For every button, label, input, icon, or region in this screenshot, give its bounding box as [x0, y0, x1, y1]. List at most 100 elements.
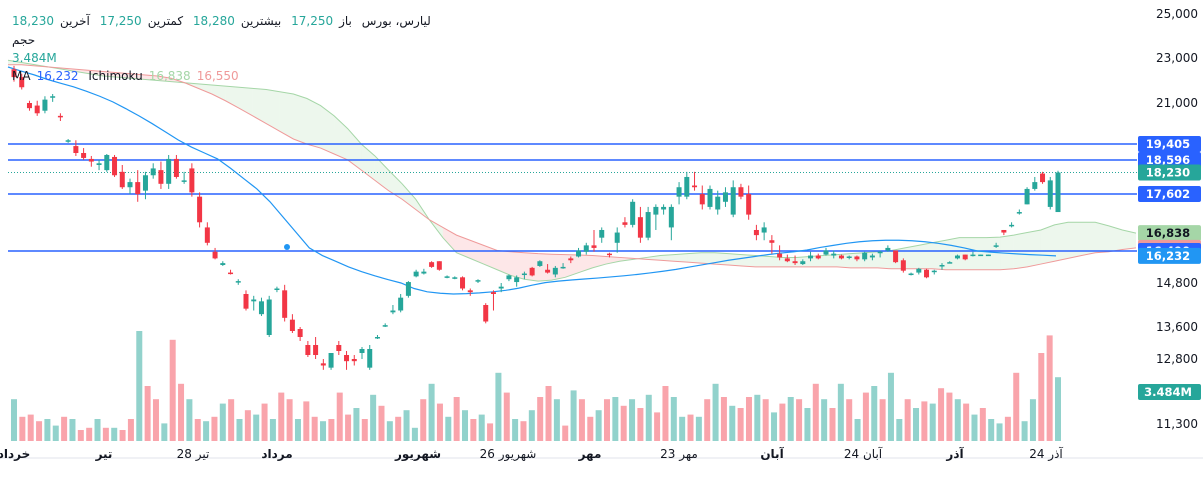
candle-body [707, 188, 713, 207]
candle-body [800, 261, 806, 265]
legend-indicators: MA 16,232 Ichimoku 16,838 16,550 [12, 69, 245, 83]
legend-low-label: کمترین [147, 14, 184, 28]
candle-body [220, 263, 226, 266]
volume-bar [1038, 353, 1045, 441]
volume-bar [921, 401, 928, 441]
moving-average-line [7, 66, 1057, 295]
price-axis-badge [1138, 186, 1201, 202]
volume-bar [896, 419, 903, 441]
ichimoku-cloud-segment [320, 105, 335, 154]
candle-body [506, 275, 512, 280]
candle-body [722, 192, 728, 202]
ichimoku-cloud-segment [986, 237, 1001, 270]
volume-bar [495, 372, 502, 441]
candle-body [50, 96, 56, 98]
candle-body [1055, 172, 1061, 213]
candle-body [715, 196, 721, 210]
legend-ichimoku-label: Ichimoku [88, 69, 143, 83]
volume-bar [787, 397, 794, 441]
ichimoku-cloud-segment [1068, 222, 1082, 259]
price-axis-badge [1138, 152, 1201, 168]
candle-body [746, 194, 752, 215]
candle-body [189, 168, 195, 193]
volume-bar [779, 403, 786, 441]
ichimoku-cloud-segment [103, 71, 117, 78]
ichimoku-cloud-segment [823, 254, 838, 267]
ichimoku-cloud-segment [334, 115, 348, 160]
volume-bar [812, 383, 819, 441]
ichimoku-cloud-segment [252, 88, 267, 124]
price-axis-tick-label: 25,000 [1156, 7, 1198, 21]
candle-body [150, 168, 156, 176]
price-axis-badge [1138, 225, 1201, 242]
ichimoku-cloud-segment [701, 252, 715, 265]
candle-body [738, 187, 744, 197]
time-axis-tick-label: 23 مهر [660, 447, 698, 462]
volume-bar [1046, 335, 1053, 441]
volume-bar [361, 419, 368, 441]
volume-bar [411, 427, 418, 441]
candle-body [545, 269, 551, 273]
volume-bar [979, 408, 986, 441]
candle-body [359, 349, 365, 353]
volume-bar [637, 408, 644, 441]
candle-body [792, 261, 798, 264]
volume-bar [879, 399, 886, 441]
legend-low: 17,250 [99, 14, 142, 28]
candle-body [65, 140, 71, 142]
legend-volume-value: 3.484M [12, 51, 57, 65]
volume-axis-badge-label: 3.484M [1144, 385, 1192, 399]
candle-body [947, 262, 953, 264]
candle-body [243, 294, 249, 309]
volume-bar [219, 403, 226, 441]
volume-bar [353, 408, 360, 441]
candle-body [498, 286, 504, 289]
volume-bar [94, 419, 101, 441]
candle-body [808, 255, 814, 259]
legend-volume-label: حجم [12, 33, 36, 47]
volume-bar [1021, 421, 1028, 441]
volume-bar [136, 331, 143, 441]
candle-body [637, 217, 643, 238]
candle-body [390, 310, 396, 313]
candle-body [521, 273, 527, 276]
ichimoku-cloud-segment [660, 254, 674, 262]
volume-bar [36, 421, 43, 441]
legend-ichimoku-b: 16,550 [196, 69, 239, 83]
volume-bar [269, 419, 276, 441]
volume-bar [211, 416, 218, 441]
volume-bar [963, 403, 970, 441]
volume-bar [946, 392, 953, 441]
volume-bar [562, 425, 569, 441]
candle-body [970, 254, 976, 257]
volume-bar [127, 419, 134, 441]
candle-body [576, 250, 582, 257]
candle-body [351, 359, 357, 362]
volume-bar [954, 399, 961, 441]
volume-bar [311, 416, 318, 441]
volume-bar [462, 410, 469, 441]
event-marker [284, 244, 290, 250]
candle-body [135, 182, 141, 195]
candle-body [34, 105, 40, 114]
time-axis-tick-label: مهر [578, 447, 602, 461]
candle-body [761, 227, 767, 233]
volume-bar [862, 392, 869, 441]
volume-bar [119, 430, 126, 441]
ichimoku-cloud-segment [143, 74, 158, 81]
candle-body [583, 245, 589, 252]
candle-body [529, 267, 535, 276]
ichimoku-cloud-segment [1108, 225, 1123, 252]
candle-body [560, 266, 566, 269]
volume-bar [478, 414, 485, 441]
candle-body [413, 271, 419, 277]
ichimoku-cloud-segment [211, 85, 226, 101]
ichimoku-cloud-segment [1122, 229, 1136, 250]
candle-body [104, 154, 110, 171]
candle-body [962, 254, 968, 260]
candle-body [57, 115, 63, 118]
volume-bar [587, 416, 594, 441]
candle-body [235, 281, 241, 283]
